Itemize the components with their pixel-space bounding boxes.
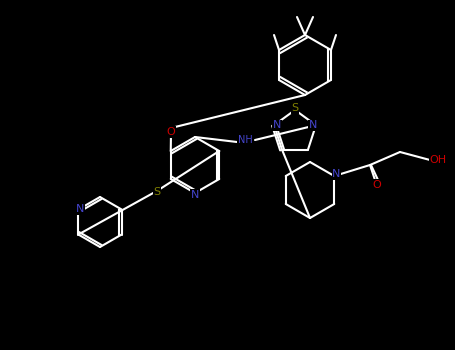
Text: O: O	[373, 180, 381, 190]
Text: N: N	[309, 120, 317, 130]
Text: N: N	[273, 120, 281, 130]
Text: N: N	[76, 204, 85, 215]
Text: N: N	[332, 169, 340, 179]
Text: S: S	[153, 187, 161, 197]
Text: OH: OH	[430, 155, 446, 165]
Text: S: S	[292, 103, 298, 113]
Text: NH: NH	[238, 135, 253, 145]
Text: N: N	[191, 190, 199, 200]
Text: O: O	[167, 127, 175, 137]
